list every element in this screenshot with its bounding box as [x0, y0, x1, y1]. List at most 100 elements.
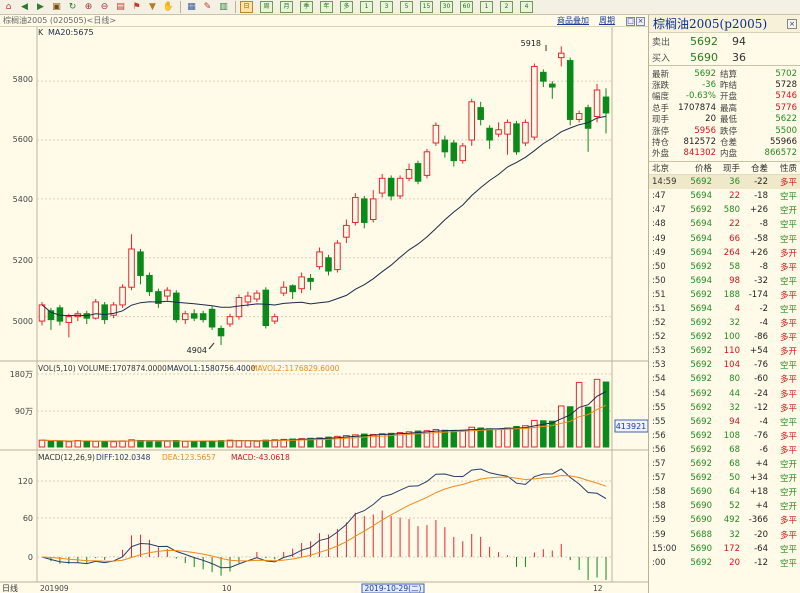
tick-time: :52 — [652, 318, 666, 329]
period-button[interactable]: 15 — [420, 1, 433, 13]
volume-bar — [540, 420, 547, 448]
candle-body — [101, 304, 108, 321]
tick-oi-change: -76 — [754, 360, 768, 371]
close-icon[interactable]: × — [636, 16, 645, 26]
stat-row: 总手 1707874 最高 5776 — [649, 102, 800, 114]
back-icon[interactable]: ◀ — [21, 1, 28, 12]
period-button[interactable]: 1 — [480, 1, 493, 13]
stat-value: -36 — [702, 80, 716, 91]
chart-title-actions: 商品叠加 周期 □ × — [557, 15, 645, 26]
tick-price: 5694 — [690, 191, 712, 202]
grid-icon[interactable]: ▦ — [187, 1, 196, 12]
period-button[interactable]: 季 — [300, 1, 313, 13]
diff-legend: DIFF:102.0348 — [96, 453, 151, 462]
restore-icon[interactable]: □ — [626, 16, 635, 26]
tick-oi-change: -64 — [754, 543, 768, 554]
tick-nature: 空平 — [779, 558, 797, 569]
bookmark-icon[interactable]: ▤ — [116, 1, 125, 12]
candle-body — [164, 289, 171, 297]
period-button[interactable]: 30 — [440, 1, 453, 13]
tick-price: 5690 — [690, 515, 712, 526]
zoom-out-icon[interactable]: ⊖ — [100, 1, 109, 12]
tick-nature: 多平 — [779, 262, 797, 273]
tick-row: :54 5692 80 -60 多平 — [649, 372, 800, 386]
mavol2-legend: MAVOL2:1176829.6000 — [251, 364, 340, 373]
period-button[interactable]: 1 — [360, 1, 373, 13]
tick-volume: 68 — [729, 444, 740, 455]
volume-bar — [566, 406, 574, 448]
volume-bar — [56, 440, 64, 448]
period-button[interactable]: 月 — [280, 1, 293, 13]
tick-list[interactable]: 14:59 5692 36 -22 多平:47 5694 22 -18 空平:47 5692 580… — [649, 175, 800, 570]
tick-row: :50 5692 58 -8 多平 — [649, 260, 800, 274]
period-button[interactable]: 年 — [320, 1, 333, 13]
tick-row: :56 5692 68 -6 多平 — [649, 443, 800, 457]
draw-icon[interactable]: ✎ — [203, 1, 212, 12]
tick-nature: 多平 — [779, 178, 797, 189]
refresh-icon[interactable]: ↻ — [68, 1, 77, 12]
macd-y-tick: 0 — [28, 553, 33, 562]
stat-row: 持仓 812572 仓差 55966 — [649, 136, 800, 149]
tick-time: :56 — [652, 430, 666, 441]
period-button[interactable]: 4 — [520, 1, 533, 13]
vol-y-tick: 90万 — [15, 407, 33, 416]
stat-label: 持仓 — [652, 138, 670, 149]
add-product-link[interactable]: 商品叠加 — [557, 16, 589, 25]
candle-body — [280, 286, 287, 294]
tick-time: :59 — [652, 529, 666, 540]
period-button[interactable]: 日 — [240, 1, 253, 13]
volume-bar — [557, 405, 565, 448]
low-annotation: 4904 — [187, 346, 207, 355]
cycle-link[interactable]: 周期 — [599, 16, 615, 25]
window-icon[interactable]: ▣ — [52, 1, 61, 12]
tick-volume: 20 — [729, 557, 740, 568]
flag-icon[interactable]: ⚑ — [132, 1, 141, 12]
tick-volume: 22 — [729, 191, 740, 202]
low-marker-line — [208, 342, 215, 350]
volume-bar — [164, 440, 171, 448]
tick-nature: 空开 — [779, 488, 797, 499]
tick-nature: 空开 — [779, 460, 797, 471]
zoom-in-icon[interactable]: ⊕ — [84, 1, 93, 12]
stat-label: 总手 — [652, 103, 670, 114]
volume-bar — [280, 438, 287, 448]
volume-bar — [504, 427, 511, 448]
tick-row: :54 5692 44 -24 多平 — [649, 387, 800, 401]
indicator-icon[interactable]: ▥ — [219, 1, 228, 12]
volume-bar — [593, 378, 601, 448]
volume-bar — [316, 437, 323, 448]
candle-body — [575, 113, 583, 120]
tick-row: :58 5690 52 +4 空开 — [649, 499, 800, 513]
dea-line — [41, 474, 607, 562]
chart-title: 棕榈油2005 (020505)<日线> — [3, 16, 117, 25]
candle-body — [557, 52, 565, 59]
tick-oi-change: -18 — [754, 191, 768, 202]
legend-ma20: MA20:5675 — [48, 28, 94, 37]
forward-icon[interactable]: ▶ — [37, 1, 44, 12]
tick-nature: 多平 — [779, 333, 797, 344]
stat-value: -0.63% — [685, 91, 716, 102]
tick-oi-change: -76 — [754, 430, 768, 441]
period-button[interactable]: 60 — [460, 1, 473, 13]
period-button[interactable]: 2 — [500, 1, 513, 13]
hand-icon[interactable]: ✋ — [162, 1, 175, 12]
volume-bar — [226, 439, 234, 448]
period-button[interactable]: 3 — [380, 1, 393, 13]
kline-chart[interactable]: K MA20:5675 5800 5600 5400 5200 5000 591… — [0, 27, 649, 593]
panel-close-icon[interactable]: × — [787, 18, 797, 29]
period-button[interactable]: 5 — [400, 1, 413, 13]
tick-oi-change: +54 — [750, 346, 768, 357]
stat-row: 现手 20 最低 5622 — [649, 114, 800, 125]
tick-nature: 空平 — [779, 220, 797, 231]
tick-volume: 188 — [723, 289, 740, 300]
volume-bar — [396, 432, 404, 448]
period-button[interactable]: 多 — [340, 1, 353, 13]
filter-icon[interactable]: ▼ — [149, 1, 156, 12]
home-icon[interactable]: ⌂ — [5, 1, 12, 12]
period-button[interactable]: 周 — [260, 1, 273, 13]
ask-label: 卖出 — [652, 37, 671, 48]
chart-area[interactable]: K MA20:5675 5800 5600 5400 5200 5000 591… — [0, 27, 649, 593]
tick-nature: 空平 — [779, 361, 797, 372]
volume-bar — [83, 440, 91, 448]
candle-body — [504, 121, 511, 135]
